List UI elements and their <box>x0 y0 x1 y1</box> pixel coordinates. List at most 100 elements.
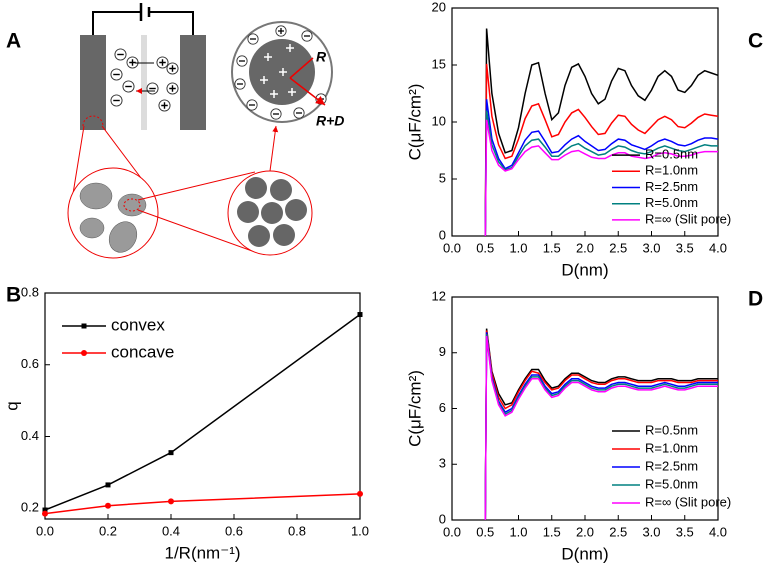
legend-label: R=2.5nm <box>645 179 698 194</box>
y-tick-label: 6 <box>439 400 446 415</box>
point <box>357 312 363 318</box>
legend-label: R=2.5nm <box>645 458 698 473</box>
point <box>168 498 174 505</box>
panel-label: C <box>748 30 763 53</box>
chart: C 0.0 0.5 1.0 1.5 2.0 2.5 3.0 3.5 4.0 0 5 10 15 20 D(nm… <box>405 0 763 279</box>
x-tick-label: 1.0 <box>509 524 527 539</box>
y-tick-label: 20 <box>432 0 446 14</box>
y-tick-label: 5 <box>439 170 446 185</box>
legend-marker <box>81 323 87 329</box>
radius-arrow <box>289 57 325 105</box>
series-line <box>484 119 718 237</box>
x-axis-label: D(nm) <box>561 260 608 279</box>
x-axis-label: 1/R(nm⁻¹) <box>164 543 240 562</box>
legend-label: R=5.0nm <box>645 195 698 210</box>
series-line <box>484 28 719 237</box>
y-tick-label: 10 <box>432 113 446 128</box>
series-line <box>44 313 361 511</box>
point <box>105 502 111 509</box>
legend-label: concave <box>111 342 174 361</box>
battery-wire <box>92 11 194 35</box>
series-line <box>484 328 718 521</box>
plot-frame <box>44 292 361 520</box>
series-line <box>484 334 718 521</box>
legend-label: R=1.0nm <box>645 163 698 178</box>
battery <box>139 3 151 21</box>
x-tick-label: 0.0 <box>443 240 461 255</box>
series-line <box>44 493 361 515</box>
series-line <box>484 332 718 521</box>
x-axis-label: D(nm) <box>561 544 608 563</box>
y-tick-label: 9 <box>439 344 446 359</box>
legend-label: R=5.0nm <box>645 476 698 491</box>
chart: D 0.0 0.5 1.0 1.5 2.0 2.5 3.0 3.5 4.0 0 3 6 9 12 D(nm) C… <box>405 288 763 564</box>
legend-label: convex <box>111 315 165 334</box>
panel-label: B <box>6 284 21 307</box>
x-tick-label: 0.0 <box>36 523 54 538</box>
particles <box>79 182 147 253</box>
chart: B 0.0 0.2 0.4 0.6 0.8 1.0 0.2 0.4 0.6 0.8 1/R(nm⁻¹)… <box>2 284 369 563</box>
x-tick-label: 3.0 <box>642 240 660 255</box>
zoom-region <box>123 198 141 212</box>
y-axis-label: q <box>2 401 21 410</box>
arrow <box>269 125 279 172</box>
separator <box>141 35 147 130</box>
x-tick-label: 0.4 <box>162 523 180 538</box>
y-axis-label: C(μF/cm²) <box>405 370 424 447</box>
zoom-line <box>137 171 256 253</box>
x-tick-label: 1.5 <box>543 524 561 539</box>
electrode <box>80 35 106 130</box>
x-tick-label: 2.0 <box>576 524 594 539</box>
y-tick-label: 0.8 <box>21 284 39 299</box>
y-tick-label: 3 <box>439 456 446 471</box>
y-tick-label: 0.6 <box>21 356 39 371</box>
x-tick-label: 0.0 <box>443 524 461 539</box>
point <box>42 510 48 517</box>
x-tick-label: 4.0 <box>709 240 727 255</box>
y-tick-label: 15 <box>432 56 446 71</box>
y-tick-label: 0 <box>439 511 446 526</box>
legend-label: R=∞ (Slit pore) <box>645 211 731 226</box>
x-tick-label: 2.0 <box>576 240 594 255</box>
x-tick-label: 0.2 <box>99 523 117 538</box>
x-tick-label: 2.5 <box>609 240 627 255</box>
x-tick-label: 0.8 <box>288 523 306 538</box>
x-tick-label: 3.0 <box>642 524 660 539</box>
y-axis-label: C(μF/cm²) <box>405 84 424 161</box>
radius-label: R+D <box>316 113 344 129</box>
y-tick-label: 0.2 <box>21 500 39 515</box>
ions <box>110 48 179 112</box>
point <box>105 482 111 488</box>
pores <box>237 177 307 247</box>
series-line <box>484 99 719 237</box>
legend-label: R=∞ (Slit pore) <box>645 494 731 509</box>
y-tick-label: 0.4 <box>21 428 39 443</box>
panel-label: D <box>748 288 763 311</box>
series-line <box>484 330 718 521</box>
legend-label: R=0.5nm <box>645 147 698 162</box>
point <box>168 450 174 456</box>
x-tick-label: 0.6 <box>225 523 243 538</box>
legend-label: R=0.5nm <box>645 422 698 437</box>
series-line <box>484 110 718 237</box>
x-tick-label: 1.5 <box>543 240 561 255</box>
x-tick-label: 2.5 <box>609 524 627 539</box>
legend-marker <box>81 350 87 356</box>
series-line <box>484 63 719 237</box>
x-tick-label: 0.5 <box>476 524 494 539</box>
panel-label: A <box>6 30 21 53</box>
surface-charge <box>260 44 296 98</box>
y-tick-label: 0 <box>439 227 446 242</box>
x-tick-label: 4.0 <box>709 524 727 539</box>
x-tick-label: 1.0 <box>351 523 369 538</box>
x-tick-label: 3.5 <box>676 524 694 539</box>
x-tick-label: 3.5 <box>676 240 694 255</box>
electrode <box>180 35 206 130</box>
point <box>357 490 363 497</box>
point <box>42 507 48 513</box>
radius-label: R <box>316 49 327 65</box>
legend-label: R=1.0nm <box>645 440 698 455</box>
x-tick-label: 0.5 <box>476 240 494 255</box>
